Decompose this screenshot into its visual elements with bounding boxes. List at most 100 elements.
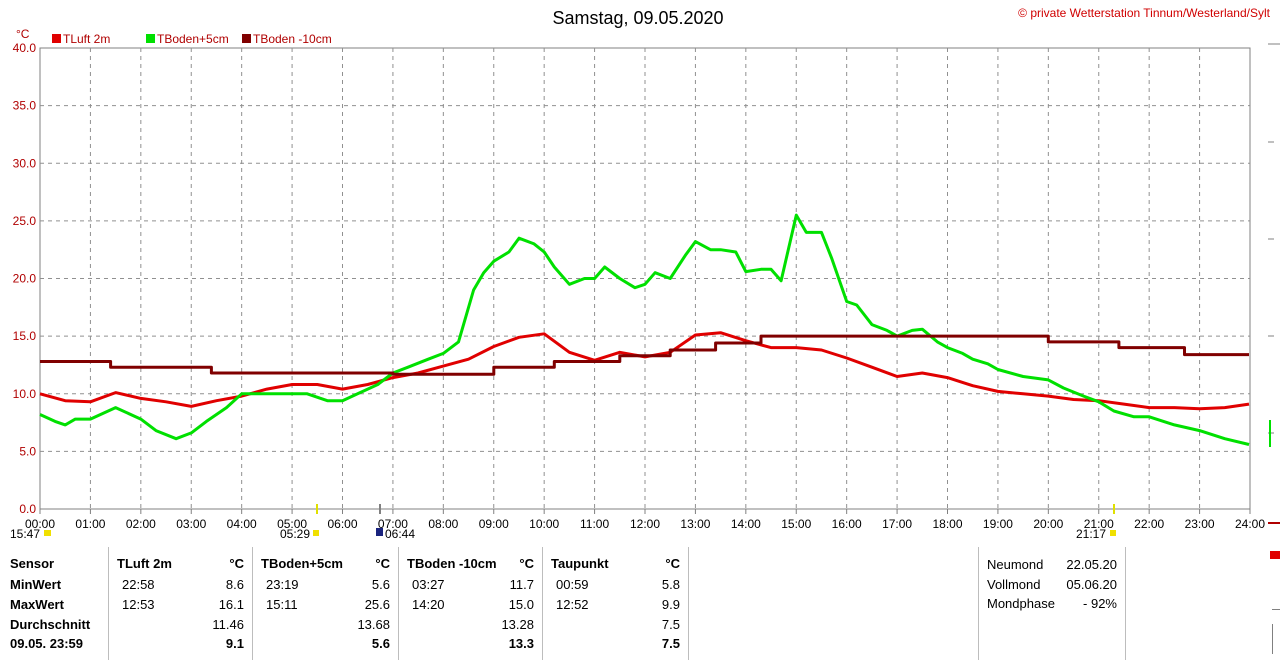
moon-info-column: Neumond 22.05.20 Vollmond 05.06.20 Mondp… [978,547,1126,660]
y-axis-unit: °C [16,27,30,41]
time-markers: 15:47 05:29 06:44 21:17 [10,504,1116,541]
row-label-min: MinWert [10,577,62,592]
legend-label-tluft: TLuft 2m [63,32,110,46]
min-value-tboden10: 11.7 [509,577,534,592]
x-tick-label: 02:00 [126,517,156,531]
row-label-avg: Durchschnitt [10,617,91,632]
x-tick-label: 07:00 [378,517,408,531]
x-tick-label: 14:00 [731,517,761,531]
marker-moon-time: 06:44 [385,527,415,541]
sensor-label-column: Sensor MinWert MaxWert Durchschnitt 09.0… [0,547,109,660]
min-time-tluft: 22:58 [122,577,155,592]
x-tick-label: 21:00 [1084,517,1114,531]
moon-value-full: 05.06.20 [1066,577,1117,592]
avg-value-tboden5: 13.68 [357,617,390,632]
min-time-tboden5: 23:19 [266,577,299,592]
x-tick-label: 04:00 [227,517,257,531]
moon-label-new: Neumond [987,557,1044,572]
sun-icon [44,530,51,536]
max-value-taupunkt: 9.9 [661,597,680,612]
sensor-unit-taupunkt: °C [665,556,680,571]
y-tick-label: 0.0 [19,502,36,516]
legend-swatch-tluft [52,34,61,43]
marker-sunrise-time: 05:29 [280,527,310,541]
legend: TLuft 2m TBoden+5cm TBoden -10cm [52,32,332,46]
y-tick-label: 15.0 [13,329,37,343]
marker-left-time: 15:47 [10,527,40,541]
x-tick-label: 17:00 [882,517,912,531]
series-line-tboden5 [39,213,1250,446]
series-lines [39,213,1250,446]
max-time-tboden10: 14:20 [412,597,445,612]
x-tick-label: 20:00 [1033,517,1063,531]
sensor-column-tboden10: TBoden -10cm °C 03:27 11.7 14:20 15.0 13… [399,547,543,660]
legend-label-tboden10: TBoden -10cm [253,32,332,46]
sensor-header-tluft: TLuft 2m [117,556,172,571]
current-value-taupunkt: 7.5 [661,636,680,651]
max-time-tboden5: 15:11 [266,597,298,612]
row-label-max: MaxWert [10,597,64,612]
x-tick-label: 10:00 [529,517,559,531]
y-tick-label: 10.0 [13,387,37,401]
x-tick-label: 15:00 [781,517,811,531]
copyright-text: © private Wetterstation Tinnum/Westerlan… [1018,6,1271,20]
x-tick-label: 22:00 [1134,517,1164,531]
x-tick-label: 06:00 [327,517,357,531]
right-margin-marks [1268,43,1280,524]
moon-value-new: 22.05.20 [1066,557,1117,572]
right-edge-marks [1268,549,1280,661]
x-tick-label: 08:00 [428,517,458,531]
avg-value-taupunkt: 7.5 [661,617,680,632]
chart-title: Samstag, 09.05.2020 [552,8,723,28]
y-tick-label: 30.0 [13,156,37,170]
x-tick-label: 23:00 [1185,517,1215,531]
max-value-tboden10: 15.0 [508,597,534,612]
sensor-column-taupunkt: Taupunkt °C 00:59 5.8 12:52 9.9 7.5 7.5 [543,547,689,660]
y-tick-labels: 0.0 5.0 10.0 15.0 20.0 25.0 30.0 35.0 40.0 [13,41,37,516]
x-tick-labels: 00:00 01:00 02:00 03:00 04:00 05:00 06:00 07:00… [25,517,1265,531]
sensor-column-tluft: TLuft 2m °C 22:58 8.6 12:53 16.1 11.46 9… [109,547,253,660]
current-value-tluft: 9.1 [225,636,244,651]
min-time-taupunkt: 00:59 [556,577,589,592]
series-line-tboden10 [40,334,1249,376]
min-value-tluft: 8.6 [225,577,244,592]
x-tick-label: 11:00 [580,517,609,531]
current-value-tboden10: 13.3 [508,636,534,651]
x-tick-label: 01:00 [75,517,105,531]
moon-label-full: Vollmond [987,577,1041,592]
x-tick-label: 12:00 [630,517,660,531]
sensor-unit-tboden10: °C [519,556,534,571]
marker-sunset-time: 21:17 [1076,527,1106,541]
plot-area [39,47,1251,510]
avg-value-tboden10: 13.28 [501,617,534,632]
y-tick-label: 40.0 [13,41,37,55]
moon-value-phase: - 92% [1083,596,1117,611]
x-tick-label: 05:00 [277,517,307,531]
avg-value-tluft: 11.46 [212,617,244,632]
max-time-taupunkt: 12:52 [556,597,589,612]
x-tick-label: 03:00 [176,517,206,531]
temperature-chart: Samstag, 09.05.2020 © private Wetterstat… [10,6,1280,541]
x-tick-label: 13:00 [680,517,710,531]
min-time-tboden10: 03:27 [412,577,445,592]
legend-swatch-tboden10 [242,34,251,43]
y-tick-label: 20.0 [13,272,37,286]
x-tick-label: 19:00 [983,517,1013,531]
x-tick-label: 00:00 [25,517,55,531]
sunrise-icon [313,530,319,536]
current-value-tboden5: 5.6 [371,636,390,651]
sensor-header-taupunkt: Taupunkt [551,556,609,571]
sensor-unit-tluft: °C [229,556,244,571]
y-tick-label: 35.0 [13,99,37,113]
x-tick-label: 16:00 [832,517,862,531]
sunset-icon [1110,530,1116,536]
legend-label-tboden5: TBoden+5cm [157,32,229,46]
moon-icon [376,528,383,536]
row-label-current: 09.05. 23:59 [10,636,84,651]
x-tick-label: 09:00 [479,517,509,531]
x-tick-label: 24:00 [1235,517,1265,531]
min-value-taupunkt: 5.8 [661,577,680,592]
sensor-header-tboden10: TBoden -10cm [407,556,497,571]
sensor-header: Sensor [10,556,55,571]
x-tick-label: 18:00 [932,517,962,531]
